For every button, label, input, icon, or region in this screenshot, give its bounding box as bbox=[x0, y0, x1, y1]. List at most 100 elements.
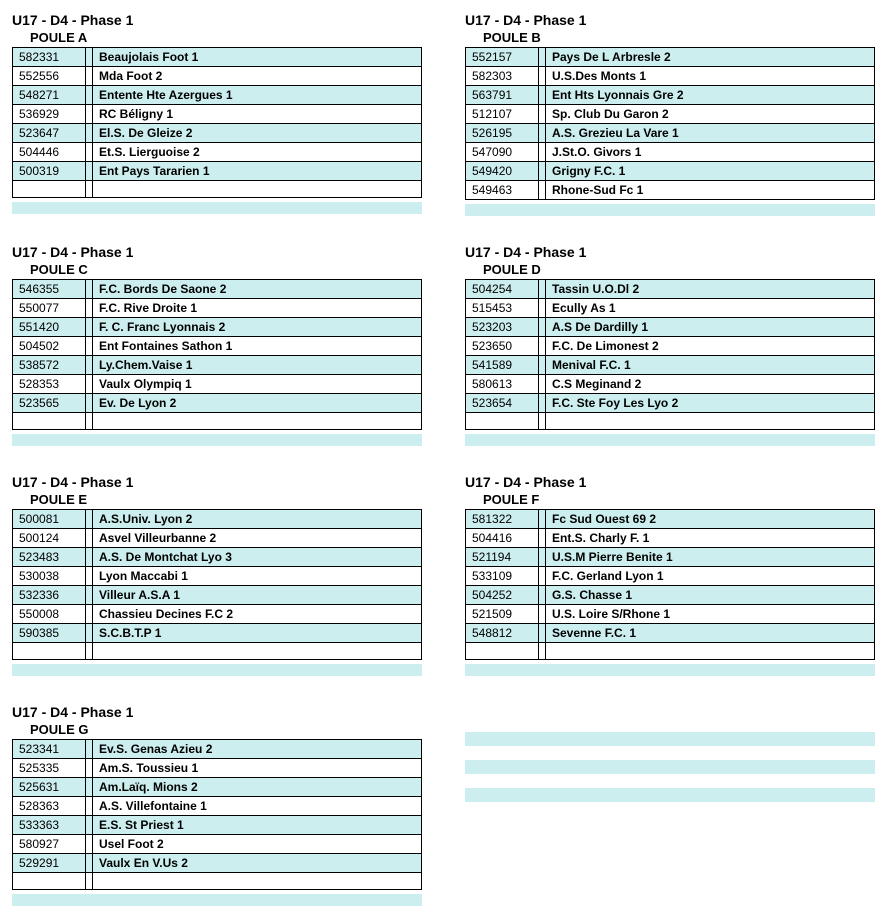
separator-cell bbox=[86, 510, 93, 529]
team-code: 528363 bbox=[13, 797, 86, 816]
team-code: 550077 bbox=[13, 299, 86, 318]
separator-cell bbox=[539, 318, 546, 337]
table-row: 525631Am.Laïq. Mions 2 bbox=[13, 778, 422, 797]
team-code: 528353 bbox=[13, 375, 86, 394]
team-code: 550008 bbox=[13, 605, 86, 624]
team-code: 538572 bbox=[13, 356, 86, 375]
separator-cell bbox=[539, 375, 546, 394]
poule-title: POULE E bbox=[30, 492, 422, 507]
team-code bbox=[13, 643, 86, 660]
separator-cell bbox=[86, 356, 93, 375]
team-name: Chassieu Decines F.C 2 bbox=[93, 605, 422, 624]
poule-block-d: U17 - D4 - Phase 1POULE D504254Tassin U.… bbox=[465, 244, 875, 446]
table-row: 525335Am.S. Toussieu 1 bbox=[13, 759, 422, 778]
team-name: Mda Foot 2 bbox=[93, 67, 422, 86]
team-code: 551420 bbox=[13, 318, 86, 337]
table-row-empty bbox=[13, 413, 422, 430]
team-name: Am.S. Toussieu 1 bbox=[93, 759, 422, 778]
team-name: Beaujolais Foot 1 bbox=[93, 48, 422, 67]
team-code: 582331 bbox=[13, 48, 86, 67]
table-row: 563791Ent Hts Lyonnais Gre 2 bbox=[466, 86, 875, 105]
separator-cell bbox=[86, 643, 93, 660]
team-name: Sp. Club Du Garon 2 bbox=[546, 105, 875, 124]
footer-bar bbox=[465, 664, 875, 676]
separator-cell bbox=[86, 624, 93, 643]
table-row: 549420Grigny F.C. 1 bbox=[466, 162, 875, 181]
team-code: 552157 bbox=[466, 48, 539, 67]
team-name: Grigny F.C. 1 bbox=[546, 162, 875, 181]
separator-cell bbox=[539, 413, 546, 430]
ghost-bars bbox=[465, 732, 875, 802]
team-code: 541589 bbox=[466, 356, 539, 375]
team-code: 523483 bbox=[13, 548, 86, 567]
separator-cell bbox=[86, 86, 93, 105]
poule-table: 500081A.S.Univ. Lyon 2500124Asvel Villeu… bbox=[12, 509, 422, 660]
team-name bbox=[93, 873, 422, 890]
table-row: 549463Rhone-Sud Fc 1 bbox=[466, 181, 875, 200]
poule-table: 552157Pays De L Arbresle 2582303U.S.Des … bbox=[465, 47, 875, 200]
separator-cell bbox=[539, 510, 546, 529]
team-code: 546355 bbox=[13, 280, 86, 299]
team-name: El.S. De Gleize 2 bbox=[93, 124, 422, 143]
team-code: 580613 bbox=[466, 375, 539, 394]
separator-cell bbox=[86, 48, 93, 67]
poule-table: 582331Beaujolais Foot 1552556Mda Foot 25… bbox=[12, 47, 422, 198]
table-row: 500124Asvel Villeurbanne 2 bbox=[13, 529, 422, 548]
team-name: Ly.Chem.Vaise 1 bbox=[93, 356, 422, 375]
poule-table: 546355F.C. Bords De Saone 2550077F.C. Ri… bbox=[12, 279, 422, 430]
team-code: 533363 bbox=[13, 816, 86, 835]
table-row: 530038Lyon Maccabi 1 bbox=[13, 567, 422, 586]
poule-block-g: U17 - D4 - Phase 1POULE G523341Ev.S. Gen… bbox=[12, 704, 422, 906]
team-code: 532336 bbox=[13, 586, 86, 605]
team-name: Rhone-Sud Fc 1 bbox=[546, 181, 875, 200]
separator-cell bbox=[539, 643, 546, 660]
team-name: Ev. De Lyon 2 bbox=[93, 394, 422, 413]
separator-cell bbox=[86, 413, 93, 430]
table-row: 504252G.S. Chasse 1 bbox=[466, 586, 875, 605]
team-name: Ent Fontaines Sathon 1 bbox=[93, 337, 422, 356]
team-name: G.S. Chasse 1 bbox=[546, 586, 875, 605]
team-name: Ent Hts Lyonnais Gre 2 bbox=[546, 86, 875, 105]
team-code: 548271 bbox=[13, 86, 86, 105]
phase-title: U17 - D4 - Phase 1 bbox=[465, 12, 875, 28]
separator-cell bbox=[86, 816, 93, 835]
team-name: A.S. Grezieu La Vare 1 bbox=[546, 124, 875, 143]
separator-cell bbox=[86, 67, 93, 86]
team-name bbox=[93, 181, 422, 198]
table-row: 512107 Sp. Club Du Garon 2 bbox=[466, 105, 875, 124]
footer-bar bbox=[465, 204, 875, 216]
team-code: 523565 bbox=[13, 394, 86, 413]
table-row: 582303U.S.Des Monts 1 bbox=[466, 67, 875, 86]
team-code bbox=[13, 181, 86, 198]
team-code: 523647 bbox=[13, 124, 86, 143]
team-code bbox=[466, 413, 539, 430]
table-row: 500081A.S.Univ. Lyon 2 bbox=[13, 510, 422, 529]
table-row: 523565 Ev. De Lyon 2 bbox=[13, 394, 422, 413]
table-row-empty bbox=[466, 413, 875, 430]
team-code: 547090 bbox=[466, 143, 539, 162]
separator-cell bbox=[539, 356, 546, 375]
separator-cell bbox=[86, 337, 93, 356]
poule-title: POULE C bbox=[30, 262, 422, 277]
team-code bbox=[466, 643, 539, 660]
table-row: 523650F.C. De Limonest 2 bbox=[466, 337, 875, 356]
footer-bar bbox=[12, 202, 422, 214]
team-name: F. C. Franc Lyonnais 2 bbox=[93, 318, 422, 337]
separator-cell bbox=[86, 740, 93, 759]
team-code bbox=[13, 413, 86, 430]
team-name bbox=[546, 643, 875, 660]
footer-bar bbox=[12, 894, 422, 906]
team-code: 533109 bbox=[466, 567, 539, 586]
team-name: F.C. Rive Droite 1 bbox=[93, 299, 422, 318]
phase-title: U17 - D4 - Phase 1 bbox=[12, 704, 422, 720]
team-name bbox=[93, 643, 422, 660]
table-row: 504254Tassin U.O.Dl 2 bbox=[466, 280, 875, 299]
team-name: Asvel Villeurbanne 2 bbox=[93, 529, 422, 548]
separator-cell bbox=[539, 280, 546, 299]
team-code: 512107 bbox=[466, 105, 539, 124]
team-code: 582303 bbox=[466, 67, 539, 86]
separator-cell bbox=[539, 337, 546, 356]
team-name: F.C. Gerland Lyon 1 bbox=[546, 567, 875, 586]
team-name: J.St.O. Givors 1 bbox=[546, 143, 875, 162]
table-row: 541589Menival F.C. 1 bbox=[466, 356, 875, 375]
